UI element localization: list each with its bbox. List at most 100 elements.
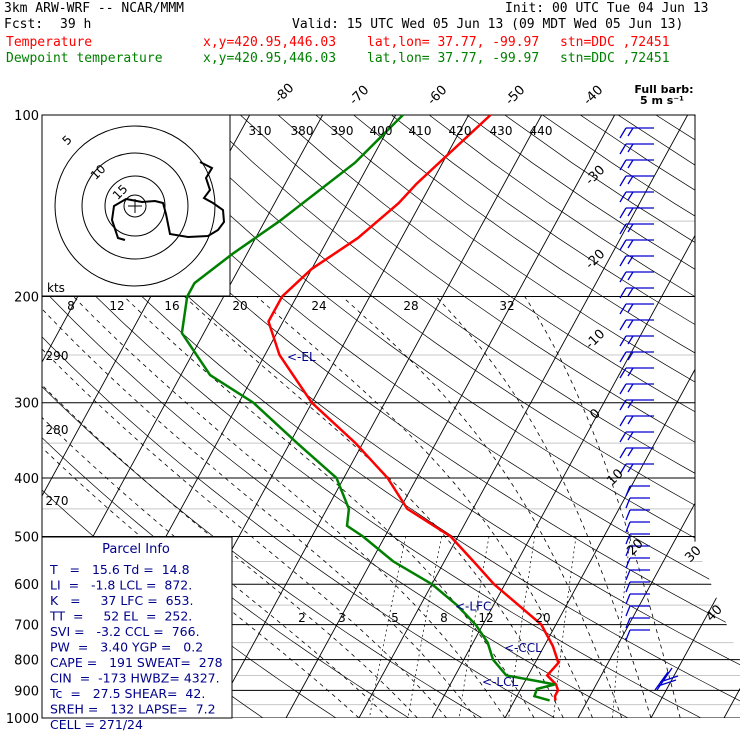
parcel-info-row: SREH = 132 LAPSE= 7.2	[50, 702, 216, 717]
hodograph-ring	[104, 175, 166, 237]
wind-barb	[625, 617, 650, 629]
wind-barb-cluster	[654, 667, 679, 691]
dry-adiabat	[240, 115, 740, 718]
isotherm-line	[212, 115, 543, 718]
wind-barb	[619, 303, 654, 315]
theta-label: 390	[331, 124, 354, 138]
dry-adiabat	[353, 115, 740, 718]
wind-barb	[625, 593, 650, 605]
xy-dew: x,y=420.95,446.03	[203, 51, 337, 66]
dry-adiabat	[315, 115, 740, 718]
theta-label: 290	[46, 349, 69, 363]
wind-barb	[619, 239, 654, 251]
plot-frame	[41, 114, 696, 718]
parcel-info-row: T = 15.6 Td = 14.8	[49, 562, 190, 577]
dry-adiabat	[42, 115, 702, 718]
isotherm-line	[358, 115, 689, 718]
moist-adiabat	[184, 296, 564, 718]
wind-barb	[625, 497, 650, 509]
latlon-temp: lat,lon= 37.77, -99.97	[367, 35, 540, 50]
moist-adiabat	[524, 296, 681, 718]
level-marker: <-EL	[287, 350, 316, 364]
temperature-profile	[267, 114, 560, 701]
wind-barb	[619, 207, 654, 219]
hodograph-ring	[81, 152, 189, 260]
isotherm-label: -10	[583, 327, 609, 353]
mixing-ratio-line	[458, 536, 490, 718]
theta-label: 410	[409, 124, 432, 138]
theta-label: 400	[370, 124, 393, 138]
parcel-info-row: K = 37 LFC = 653.	[50, 593, 193, 608]
isotherm-label: 30	[682, 543, 704, 565]
hodograph-ring-outer	[54, 125, 216, 287]
isotherm-line	[650, 115, 740, 718]
wind-barb	[619, 383, 654, 395]
parcel-info-row: CELL = 271/24	[50, 717, 143, 732]
pressure-tick-label: 800	[14, 654, 39, 669]
mixing-ratio-line	[612, 536, 631, 718]
mixing-ratio-label: 5	[391, 611, 399, 625]
parcel-info-row: SVI = -3.2 CCL = 766.	[50, 624, 200, 639]
wind-barb	[619, 175, 654, 187]
wind-barb	[619, 223, 654, 235]
temperature-legend: Temperature	[6, 35, 93, 50]
wind-barb	[625, 581, 650, 593]
moist-adiabat	[42, 296, 389, 718]
dry-adiabat	[164, 115, 740, 718]
wind-barb	[619, 287, 654, 299]
model-title: 3km ARW-WRF -- NCAR/MMM	[4, 1, 185, 16]
moist-adiabat	[42, 296, 447, 718]
theta-label: 310	[249, 124, 272, 138]
mixing-ratio-label: 3	[338, 611, 346, 625]
wind-barb	[619, 415, 654, 427]
pressure-tick-label: 700	[14, 619, 39, 634]
mixing-ratio-line	[553, 536, 577, 718]
mixing-ratio-line	[369, 536, 407, 718]
wind-barb	[625, 629, 650, 641]
speed-tick-label: 20	[232, 299, 247, 313]
isotherm-label: -50	[503, 83, 529, 109]
speed-tick-label: 32	[499, 299, 514, 313]
dry-adiabat	[88, 115, 740, 718]
speed-tick-label: 8	[67, 299, 75, 313]
wind-barb	[625, 569, 650, 581]
dry-adiabat	[42, 115, 556, 718]
pressure-tick-label: 900	[14, 684, 39, 699]
hodograph-axis-label: kts	[47, 281, 65, 295]
barb-legend-line2: 5 m s⁻¹	[640, 94, 684, 107]
wind-barb	[619, 351, 654, 363]
dry-adiabat	[655, 115, 740, 718]
dry-adiabat	[731, 115, 740, 718]
speed-tick-label: 28	[403, 299, 418, 313]
init-time: Init: 00 UTC Tue 04 Jun 13	[505, 1, 709, 16]
dry-adiabat	[42, 115, 629, 718]
pressure-tick-label: 1000	[6, 712, 39, 727]
isotherm-line	[504, 115, 740, 718]
parcel-info-row: LI = -1.8 LCL = 872.	[50, 578, 192, 593]
theta-label: 380	[291, 124, 314, 138]
isotherm-line	[723, 115, 740, 718]
wind-barb	[619, 191, 654, 203]
theta-label: 280	[46, 423, 69, 437]
wind-barb	[619, 127, 654, 139]
dry-adiabat	[42, 115, 740, 718]
dewpoint-legend: Dewpoint temperature	[6, 51, 163, 66]
pressure-tick-label: 200	[14, 291, 39, 306]
speed-tick-label: 16	[164, 299, 179, 313]
dry-adiabat	[202, 115, 740, 718]
wind-barb	[625, 605, 650, 617]
wind-barb	[619, 431, 654, 443]
parcel-info-row: Tc = 27.5 SHEAR= 42.	[49, 686, 205, 701]
dry-adiabat	[504, 115, 740, 718]
theta-label: 420	[449, 124, 472, 138]
level-marker: <-LFC	[455, 599, 491, 613]
isotherm-label: -80	[272, 81, 298, 107]
isotherm-label: 0	[587, 406, 603, 422]
pressure-tick-label: 400	[14, 472, 39, 487]
barb-legend-line1: Full barb:	[634, 83, 693, 96]
isotherm-label: -60	[425, 83, 451, 109]
wind-barb	[625, 521, 650, 533]
mixing-ratio-line	[407, 536, 442, 718]
wind-barb	[619, 143, 654, 155]
